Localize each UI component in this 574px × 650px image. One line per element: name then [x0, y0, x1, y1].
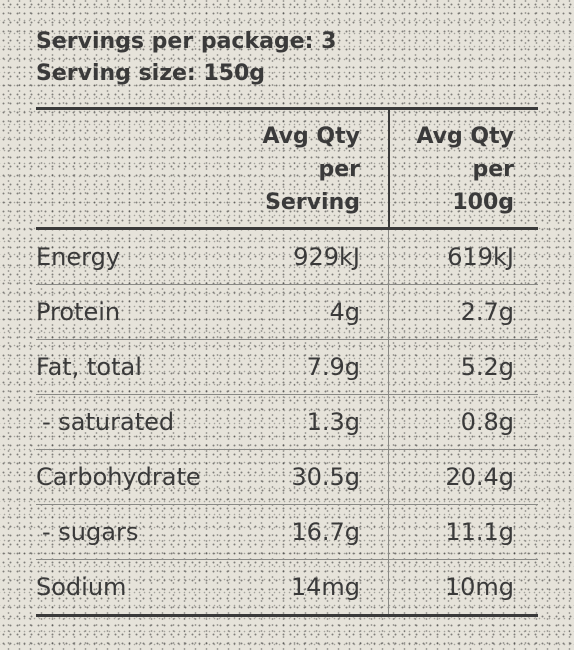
header-per-100g-line: 100g [452, 190, 514, 215]
row-label: Protein [36, 298, 121, 326]
row-per-serving: 929kJ [293, 243, 360, 271]
header-per-serving: Avg Qty per Serving [220, 120, 360, 219]
row-per-100g: 10mg [444, 573, 514, 601]
column-divider [388, 285, 389, 339]
row-label: Energy [36, 243, 121, 271]
row-per-100g: 11.1g [445, 518, 514, 546]
row-per-100g: 20.4g [445, 463, 514, 491]
row-per-serving: 4g [329, 298, 360, 326]
row-per-serving: 16.7g [291, 518, 360, 546]
row-per-100g: 2.7g [460, 298, 514, 326]
table-bottom-rule [36, 614, 538, 617]
table-row: - sugars 16.7g 11.1g [36, 505, 538, 560]
header-per-serving-line: Avg Qty [262, 124, 360, 149]
header-per-100g-line: Avg Qty [416, 124, 514, 149]
row-label: Fat, total [36, 353, 142, 381]
table-row: - saturated 1.3g 0.8g [36, 395, 538, 450]
row-label: - saturated [42, 408, 175, 436]
serving-size: Serving size: 150g [36, 61, 266, 86]
header-column-divider [388, 110, 390, 227]
row-per-serving: 14mg [290, 573, 360, 601]
column-divider [388, 560, 389, 614]
table-header-row: Avg Qty per Serving Avg Qty per 100g [36, 110, 538, 227]
row-per-serving: 30.5g [291, 463, 360, 491]
table-row: Protein 4g 2.7g [36, 285, 538, 340]
row-per-100g: 0.8g [460, 408, 514, 436]
header-bottom-rule [36, 227, 538, 230]
row-per-100g: 5.2g [460, 353, 514, 381]
row-label: Sodium [36, 573, 127, 601]
row-per-serving: 1.3g [306, 408, 360, 436]
header-per-serving-line: per [318, 157, 360, 182]
row-label: - sugars [42, 518, 139, 546]
table-row: Sodium 14mg 10mg [36, 560, 538, 614]
table-row: Fat, total 7.9g 5.2g [36, 340, 538, 395]
header-per-serving-line: Serving [265, 190, 360, 215]
column-divider [388, 395, 389, 449]
row-label: Carbohydrate [36, 463, 201, 491]
row-per-100g: 619kJ [447, 243, 514, 271]
header-per-100g: Avg Qty per 100g [374, 120, 514, 219]
row-per-serving: 7.9g [306, 353, 360, 381]
column-divider [388, 230, 389, 284]
table-top-rule [36, 107, 538, 110]
column-divider [388, 450, 389, 504]
column-divider [388, 340, 389, 394]
column-divider [388, 505, 389, 559]
serving-info: Servings per package: 3 Serving size: 15… [36, 26, 336, 90]
table-row: Energy 929kJ 619kJ [36, 230, 538, 285]
table-row: Carbohydrate 30.5g 20.4g [36, 450, 538, 505]
servings-per-package: Servings per package: 3 [36, 29, 337, 54]
nutrition-table: Avg Qty per Serving Avg Qty per 100g Ene… [36, 107, 538, 617]
header-per-100g-line: per [472, 157, 514, 182]
